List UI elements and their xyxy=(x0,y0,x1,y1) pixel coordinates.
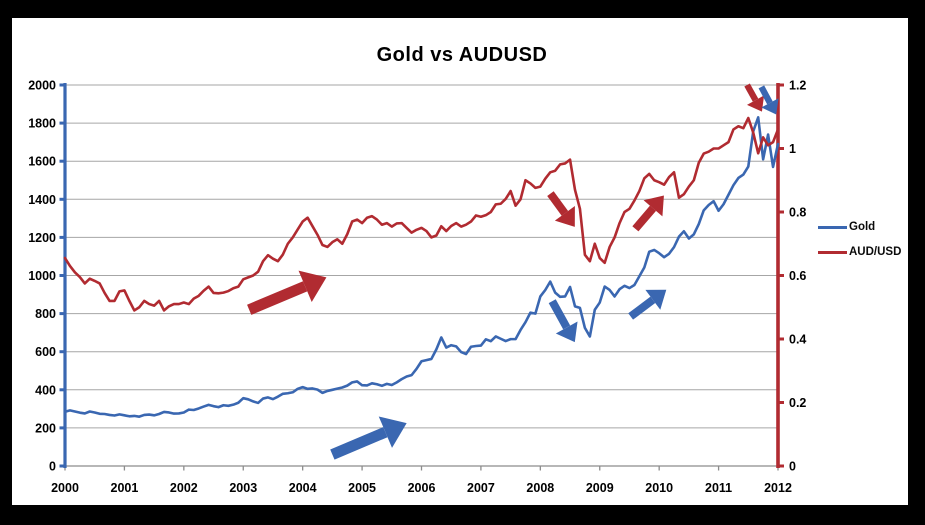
left-tick-label: 2000 xyxy=(28,79,56,93)
left-axis: 0 200 400 600 800 1000 1200 1400 1600 1800 2000 xyxy=(28,79,67,474)
legend: Gold AUD/USD xyxy=(818,221,901,258)
legend-item-audusd: AUD/USD xyxy=(818,246,901,258)
right-tick-label: 0 xyxy=(789,460,796,474)
arrow-head xyxy=(746,95,765,112)
right-tick-label: 0.8 xyxy=(789,206,806,220)
arrow-head xyxy=(761,98,779,115)
gold-series-line xyxy=(63,116,780,418)
arrow-shaft xyxy=(547,191,569,216)
x-tick-label: 2007 xyxy=(467,481,495,495)
arrow-shaft xyxy=(247,281,308,315)
left-tick-label: 200 xyxy=(35,421,56,435)
x-axis: 2000 2001 2002 2003 2004 2005 2006 2007 2008 2009… xyxy=(51,465,792,495)
right-axis: 0 0.2 0.4 0.6 0.8 1 1.2 xyxy=(776,79,806,474)
legend-label-gold: Gold xyxy=(849,221,876,233)
left-tick-label: 1200 xyxy=(28,231,56,245)
x-tick-label: 2010 xyxy=(645,481,673,495)
arrow-shaft xyxy=(330,427,388,460)
x-tick-label: 2004 xyxy=(289,481,317,495)
arrow-head xyxy=(555,321,578,343)
x-tick-label: 2002 xyxy=(170,481,198,495)
x-tick-label: 2011 xyxy=(705,481,732,495)
left-tick-label: 0 xyxy=(49,460,56,474)
arrow-head xyxy=(643,195,664,217)
left-tick-label: 1800 xyxy=(28,117,56,131)
right-tick-label: 0.4 xyxy=(789,333,806,347)
legend-item-gold: Gold xyxy=(818,221,901,233)
arrow-shaft xyxy=(548,299,571,330)
x-tick-label: 2012 xyxy=(764,481,792,495)
right-tick-label: 1.2 xyxy=(789,79,806,93)
right-tick-label: 1 xyxy=(789,142,796,156)
chart-title: Gold vs AUDUSD xyxy=(376,44,548,66)
x-tick-label: 2008 xyxy=(526,481,554,495)
left-tick-label: 800 xyxy=(35,307,56,321)
arrow-head xyxy=(645,289,667,310)
left-tick-label: 1600 xyxy=(28,155,56,169)
x-tick-label: 2009 xyxy=(586,481,614,495)
arrow-head xyxy=(378,416,407,448)
x-tick-label: 2005 xyxy=(348,481,376,495)
gridlines xyxy=(65,84,778,429)
arrow-shaft xyxy=(758,85,773,105)
right-tick-label: 0.6 xyxy=(789,269,806,283)
x-tick-label: 2003 xyxy=(229,481,257,495)
gold-line-swatch xyxy=(818,225,847,229)
audusd-line-swatch xyxy=(818,250,847,254)
left-tick-label: 600 xyxy=(35,345,56,359)
arrow-head xyxy=(298,270,327,303)
left-tick-label: 1000 xyxy=(28,269,56,283)
right-tick-label: 0.2 xyxy=(789,396,806,410)
left-tick-label: 400 xyxy=(35,383,56,397)
annotation-arrows xyxy=(247,83,779,460)
arrow-head xyxy=(554,206,575,227)
arrow-shaft xyxy=(628,296,656,320)
legend-label-audusd: AUD/USD xyxy=(849,246,902,258)
arrow-shaft xyxy=(632,205,657,232)
x-tick-label: 2001 xyxy=(111,481,139,495)
arrow-shaft xyxy=(744,83,759,102)
x-tick-label: 2006 xyxy=(408,481,436,495)
x-tick-label: 2000 xyxy=(51,481,79,495)
left-tick-label: 1400 xyxy=(28,193,56,207)
aud-usd-series-line xyxy=(63,116,780,312)
